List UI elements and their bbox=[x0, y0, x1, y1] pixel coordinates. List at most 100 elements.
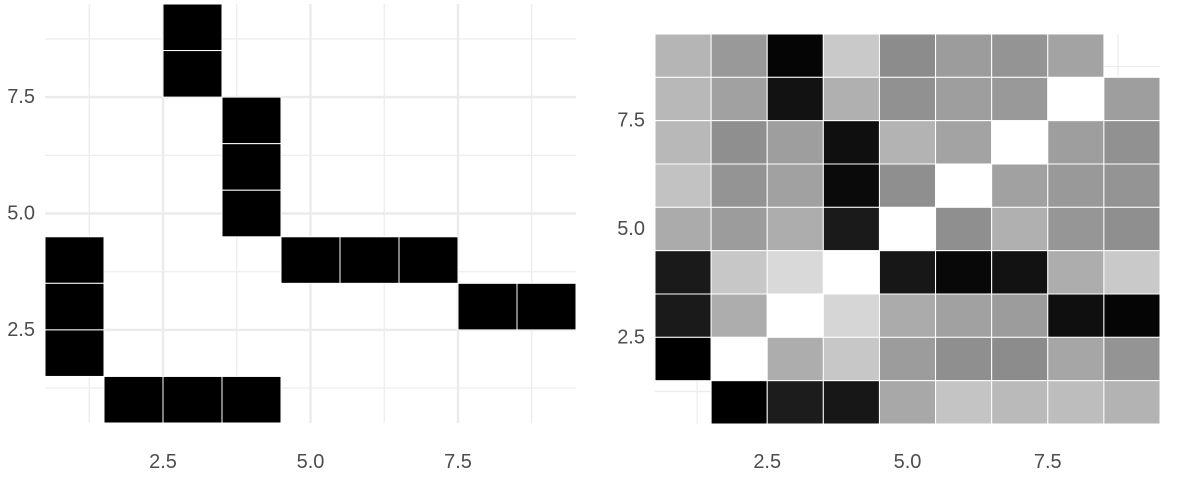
right-heatmap-cell bbox=[1047, 206, 1105, 252]
right-heatmap-cell bbox=[1103, 336, 1161, 382]
right-heatmap-cell bbox=[991, 250, 1049, 295]
right-heatmap-cell bbox=[710, 293, 768, 338]
left-heatmap-cell bbox=[280, 236, 341, 284]
left-y-tick-label: 5.0 bbox=[7, 203, 35, 225]
right-heatmap-cell bbox=[935, 120, 993, 165]
left-heatmap-panel: 2.5 5.0 7.5 2.5 5.0 7.5 bbox=[7, 3, 577, 473]
left-cells bbox=[44, 3, 577, 424]
left-heatmap-cell bbox=[221, 375, 282, 424]
right-heatmap-cell bbox=[654, 120, 712, 165]
right-heatmap-cell bbox=[935, 33, 993, 78]
right-heatmap-cell bbox=[991, 76, 1049, 122]
right-heatmap-cell bbox=[878, 120, 937, 165]
right-heatmap-cell bbox=[766, 33, 824, 78]
right-heatmap-cell bbox=[1047, 380, 1105, 425]
right-heatmap-cell bbox=[654, 206, 712, 252]
right-heatmap-cell bbox=[1047, 120, 1105, 165]
left-heatmap-cell bbox=[162, 3, 223, 52]
right-heatmap-cell bbox=[1103, 206, 1161, 252]
right-heatmap-cell bbox=[1103, 120, 1161, 165]
right-heatmap-cell bbox=[878, 163, 937, 208]
right-heatmap-cell bbox=[991, 33, 1049, 78]
left-grid bbox=[45, 4, 576, 423]
right-heatmap-cell bbox=[766, 250, 824, 295]
right-heatmap-cell bbox=[1103, 76, 1161, 122]
right-heatmap-cell bbox=[1103, 380, 1161, 425]
right-heatmap-cell bbox=[878, 293, 937, 338]
right-heatmap-cell bbox=[654, 250, 712, 295]
right-heatmap-cell bbox=[1103, 293, 1161, 338]
right-heatmap-cell bbox=[935, 163, 993, 208]
left-heatmap-cell bbox=[162, 50, 223, 98]
right-heatmap-cell bbox=[710, 250, 768, 295]
left-x-tick-label: 5.0 bbox=[297, 451, 325, 473]
right-heatmap-cell bbox=[878, 206, 937, 252]
right-heatmap-cell bbox=[710, 76, 768, 122]
right-heatmap-cell bbox=[822, 336, 880, 382]
left-heatmap-cell bbox=[44, 236, 105, 284]
right-x-tick-label: 5.0 bbox=[894, 451, 922, 473]
right-heatmap-cell bbox=[822, 380, 880, 425]
right-heatmap-cell bbox=[822, 33, 880, 78]
right-heatmap-cell bbox=[822, 163, 880, 208]
right-tick-labels: 2.5 5.0 7.5 2.5 5.0 7.5 bbox=[617, 110, 1061, 473]
right-heatmap-cell bbox=[766, 163, 824, 208]
right-heatmap-cell bbox=[1047, 76, 1105, 122]
right-cells bbox=[654, 33, 1161, 425]
left-heatmap-cell bbox=[44, 282, 105, 331]
right-heatmap-cell bbox=[935, 76, 993, 122]
right-heatmap-cell bbox=[878, 33, 937, 78]
right-heatmap-cell bbox=[991, 336, 1049, 382]
right-heatmap-cell bbox=[766, 76, 824, 122]
left-heatmap-cell bbox=[516, 282, 577, 331]
right-heatmap-cell bbox=[710, 380, 768, 425]
right-y-tick-label: 2.5 bbox=[617, 326, 645, 348]
right-heatmap-cell bbox=[1047, 250, 1105, 295]
right-heatmap-cell bbox=[1047, 33, 1105, 78]
right-heatmap-cell bbox=[1103, 250, 1161, 295]
left-x-tick-label: 7.5 bbox=[444, 451, 472, 473]
left-heatmap-cell bbox=[339, 236, 400, 284]
right-x-tick-label: 2.5 bbox=[753, 451, 781, 473]
right-heatmap-cell bbox=[935, 250, 993, 295]
right-heatmap-cell bbox=[766, 380, 824, 425]
left-heatmap-cell bbox=[44, 329, 105, 377]
right-heatmap-cell bbox=[1047, 163, 1105, 208]
right-heatmap-cell bbox=[710, 206, 768, 252]
right-heatmap-cell bbox=[991, 380, 1049, 425]
right-heatmap-cell bbox=[766, 293, 824, 338]
right-heatmap-cell bbox=[710, 336, 768, 382]
right-heatmap-cell bbox=[878, 380, 937, 425]
right-x-tick-label: 7.5 bbox=[1034, 451, 1062, 473]
left-y-tick-label: 2.5 bbox=[7, 319, 35, 341]
right-heatmap-cell bbox=[935, 336, 993, 382]
right-heatmap-panel: 2.5 5.0 7.5 2.5 5.0 7.5 bbox=[617, 33, 1161, 473]
right-heatmap-cell bbox=[766, 336, 824, 382]
right-heatmap-cell bbox=[1047, 293, 1105, 338]
right-heatmap-cell bbox=[822, 293, 880, 338]
right-heatmap-cell bbox=[822, 206, 880, 252]
right-heatmap-cell bbox=[654, 293, 712, 338]
right-heatmap-cell bbox=[878, 76, 937, 122]
right-heatmap-cell bbox=[1047, 336, 1105, 382]
left-x-tick-label: 2.5 bbox=[149, 451, 177, 473]
right-heatmap-cell bbox=[710, 33, 768, 78]
right-heatmap-cell bbox=[991, 120, 1049, 165]
right-heatmap-cell bbox=[654, 33, 712, 78]
right-heatmap-cell bbox=[991, 163, 1049, 208]
right-heatmap-cell bbox=[654, 163, 712, 208]
right-heatmap-cell bbox=[991, 206, 1049, 252]
left-heatmap-cell bbox=[221, 143, 282, 191]
right-y-tick-label: 7.5 bbox=[617, 110, 645, 132]
right-heatmap-cell bbox=[710, 120, 768, 165]
right-heatmap-cell bbox=[878, 250, 937, 295]
right-heatmap-cell bbox=[654, 76, 712, 122]
right-heatmap-cell bbox=[991, 293, 1049, 338]
left-heatmap-cell bbox=[221, 96, 282, 145]
right-heatmap-cell bbox=[1103, 163, 1161, 208]
left-heatmap-cell bbox=[221, 189, 282, 238]
left-tick-labels: 2.5 5.0 7.5 2.5 5.0 7.5 bbox=[7, 86, 472, 473]
right-heatmap-cell bbox=[935, 293, 993, 338]
left-y-tick-label: 7.5 bbox=[7, 86, 35, 108]
